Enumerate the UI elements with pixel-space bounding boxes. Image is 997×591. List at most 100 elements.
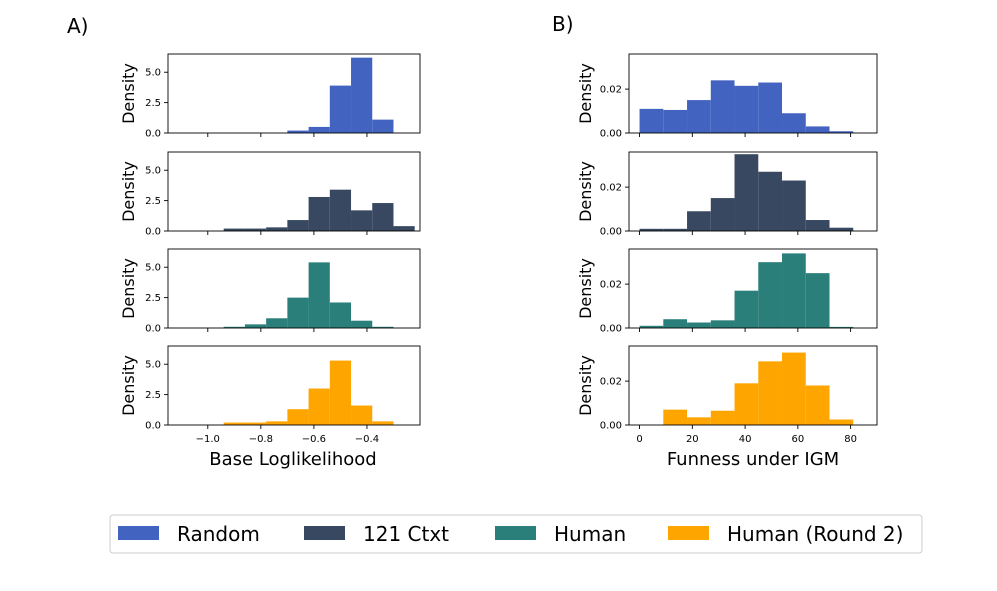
- histogram-bar: [687, 417, 711, 425]
- histogram-bar: [329, 189, 352, 231]
- histogram-bar: [223, 228, 245, 231]
- histogram-bar: [663, 319, 688, 328]
- y-axis-label: Density: [119, 63, 138, 124]
- histogram-bar: [393, 226, 415, 231]
- x-tick-label: 40: [739, 434, 752, 445]
- axes-frame: [167, 248, 421, 329]
- histogram-bar: [758, 361, 783, 425]
- histogram-bar: [351, 57, 373, 134]
- axes-frame: [167, 53, 421, 134]
- histogram-bar: [266, 227, 288, 231]
- x-tick-label: 20: [686, 434, 699, 445]
- histogram-b-row-3: 0.00 0.02 Density: [576, 248, 878, 335]
- histogram-bar: [639, 228, 664, 231]
- histogram-bar: [805, 273, 830, 328]
- histogram-bar: [805, 220, 830, 231]
- histogram-bar: [758, 262, 783, 328]
- histogram-bar: [758, 171, 783, 231]
- histogram-bar: [287, 409, 309, 425]
- axes-frame: [628, 248, 878, 329]
- legend-label: 121 Ctxt: [363, 522, 449, 546]
- y-tick-label: 2.5: [145, 98, 161, 109]
- legend-swatch: [495, 526, 536, 540]
- x-tick-label: 0: [636, 434, 642, 445]
- histogram-bar: [244, 324, 267, 328]
- histogram-bar: [687, 100, 711, 133]
- x-tick-label: −1.0: [196, 434, 220, 445]
- y-axis-label: Density: [119, 258, 138, 319]
- histogram-bar: [782, 113, 806, 133]
- y-tick-label: 0.00: [600, 129, 622, 140]
- histogram-bar: [244, 422, 267, 425]
- legend-label: Random: [177, 522, 260, 546]
- histogram-panels: 0.0 2.5 5.0 Density 0.0 2.5 5.0 Density 0.0 2.5 5.…: [119, 53, 878, 445]
- histogram-bar: [734, 383, 759, 425]
- y-tick-label: 5.0: [145, 360, 161, 371]
- y-tick-label: 5.0: [145, 68, 161, 79]
- histogram-bar: [710, 320, 735, 328]
- legend-swatch: [118, 526, 159, 540]
- y-tick-label: 0.0: [145, 421, 161, 432]
- histogram-bar: [829, 419, 854, 425]
- y-tick-label: 0.0: [145, 324, 161, 335]
- x-axis-label-a: Base Loglikelihood: [209, 449, 376, 470]
- histogram-bar: [308, 262, 330, 328]
- y-tick-label: 0.0: [145, 129, 161, 140]
- histogram-a-row-1: 0.0 2.5 5.0 Density: [119, 53, 421, 140]
- histogram-bar: [308, 126, 330, 133]
- histogram-b-row-2: 0.00 0.02 Density: [576, 151, 878, 238]
- x-tick-label: 80: [844, 434, 857, 445]
- legend-entry: 121 Ctxt: [304, 522, 449, 546]
- y-tick-label: 2.5: [145, 196, 161, 207]
- y-tick-label: 0.00: [600, 227, 622, 238]
- histogram-bar: [329, 360, 352, 425]
- y-tick-label: 0.02: [600, 280, 622, 291]
- histogram-bar: [287, 130, 309, 133]
- legend-swatch: [304, 526, 345, 540]
- histogram-bar: [710, 198, 735, 231]
- histogram-bar: [805, 385, 830, 425]
- histogram-bar: [223, 326, 245, 328]
- y-tick-label: 5.0: [145, 263, 161, 274]
- histogram-bar: [223, 422, 245, 425]
- y-tick-label: 0.00: [600, 324, 622, 335]
- axes-frame: [167, 151, 421, 232]
- histogram-bar: [782, 253, 806, 328]
- y-tick-label: 2.5: [145, 390, 161, 401]
- y-tick-label: 0.02: [600, 377, 622, 388]
- axes-frame: [167, 345, 421, 426]
- legend-swatch: [668, 526, 709, 540]
- y-axis-label: Density: [576, 63, 595, 124]
- histogram-bar: [639, 325, 664, 328]
- histogram-bar: [782, 352, 806, 425]
- legend-entry: Random: [118, 522, 260, 546]
- histogram-b-row-1: 0.00 0.02 Density: [576, 53, 878, 140]
- x-tick-label: −0.6: [302, 434, 326, 445]
- histogram-bar: [372, 203, 394, 231]
- histogram-bar: [308, 388, 330, 425]
- y-tick-label: 5.0: [145, 166, 161, 177]
- y-axis-label: Density: [576, 161, 595, 222]
- y-tick-label: 0.02: [600, 183, 622, 194]
- x-tick-label: 60: [791, 434, 804, 445]
- histogram-bar: [351, 405, 373, 425]
- legend-entry: Human (Round 2): [668, 522, 903, 546]
- legend-label: Human (Round 2): [727, 522, 903, 546]
- histogram-bar: [372, 421, 394, 425]
- y-axis-label: Density: [119, 161, 138, 222]
- histogram-b-row-4: 0.00 0.02 0 20 40 60 80 Density: [576, 345, 878, 445]
- legend: Random 121 Ctxt Human Human (Round 2): [109, 514, 923, 554]
- histogram-bar: [287, 297, 309, 328]
- histogram-bar: [710, 80, 735, 133]
- y-axis-label: Density: [576, 355, 595, 416]
- histogram-bar: [734, 85, 759, 133]
- histogram-bar: [329, 85, 352, 133]
- histogram-bar: [663, 228, 688, 231]
- histogram-bar: [805, 126, 830, 133]
- histogram-bar: [308, 196, 330, 231]
- legend-label: Human: [554, 522, 626, 546]
- histogram-bar: [663, 109, 688, 133]
- axes-frame: [628, 345, 878, 426]
- histogram-bar: [639, 108, 664, 133]
